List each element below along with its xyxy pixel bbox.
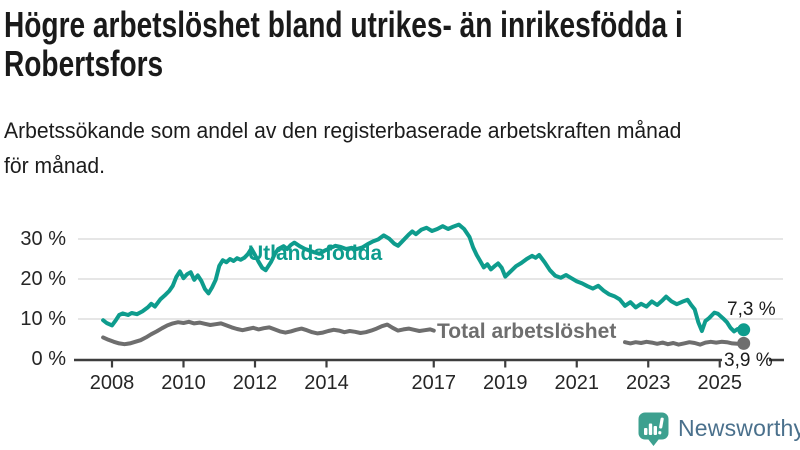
series-line-1-seg1 (623, 339, 746, 347)
x-axis-label-2010: 2010 (161, 372, 206, 394)
x-axis-label-2019: 2019 (483, 372, 528, 394)
y-axis-label-20: 20 % (20, 268, 66, 290)
newsworthy-logo: Newsworthy (638, 412, 800, 447)
series-line-0-seg0 (101, 222, 746, 334)
series-line-1-seg0 (101, 319, 436, 347)
end-value-label-utlandsfodda: 7,3 % (727, 299, 776, 320)
chart-subtitle-line2: för månad. (4, 153, 105, 178)
newsworthy-wordmark: Newsworthy (678, 415, 800, 441)
end-value-label-total-arbetsloshet: 3,9 % (724, 350, 773, 371)
series-end-dot-1 (737, 336, 751, 350)
series-end-dot-0 (737, 323, 751, 337)
x-axis-label-2014: 2014 (304, 372, 349, 394)
x-axis-label-2017: 2017 (411, 372, 457, 394)
x-axis-label-2012: 2012 (232, 372, 278, 394)
chart-subtitle: Arbetssökande som andel av den registerb… (4, 113, 681, 183)
newsworthy-chart-bubble-icon (638, 412, 669, 446)
x-axis-label-2023: 2023 (626, 372, 671, 394)
chart-subtitle-line1: Arbetssökande som andel av den registerb… (4, 118, 682, 143)
y-axis-label-0: 0 % (31, 348, 66, 370)
y-axis-label-30: 30 % (20, 228, 66, 250)
y-axis-label-10: 10 % (20, 308, 66, 330)
x-axis-label-2021: 2021 (554, 372, 600, 394)
page-title: Högre arbetslöshet bland utrikes- än inr… (4, 5, 683, 83)
page-title-line1: Högre arbetslöshet bland utrikes- än inr… (4, 4, 683, 45)
series-label-total-arbetsloshet: Total arbetslöshet (437, 320, 617, 343)
series-label-utlandsfodda: Utlandsfödda (248, 242, 383, 265)
x-axis-label-2008: 2008 (89, 372, 135, 394)
page-title-line2: Robertsfors (4, 43, 164, 84)
x-axis-label-2025: 2025 (697, 372, 743, 394)
